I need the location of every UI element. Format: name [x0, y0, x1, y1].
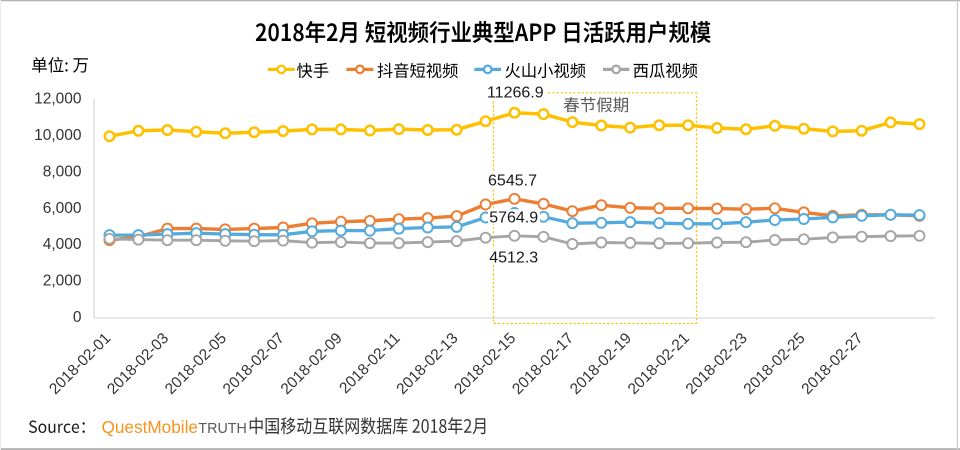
svg-text:6545.7: 6545.7 [488, 173, 537, 190]
svg-text:11266.9: 11266.9 [487, 85, 544, 102]
svg-text:QuestMobile: QuestMobile [102, 417, 199, 437]
svg-text:10,000: 10,000 [34, 127, 82, 144]
svg-text:12,000: 12,000 [34, 91, 82, 108]
svg-text:6,000: 6,000 [43, 200, 82, 217]
svg-text:5764.9: 5764.9 [489, 209, 538, 226]
svg-text:0: 0 [73, 309, 82, 326]
svg-text:8,000: 8,000 [43, 163, 82, 180]
svg-text:TRUTH: TRUTH [198, 420, 247, 437]
svg-text:2,000: 2,000 [43, 273, 82, 290]
svg-text:4512.3: 4512.3 [489, 250, 538, 267]
svg-text:4,000: 4,000 [43, 236, 82, 253]
